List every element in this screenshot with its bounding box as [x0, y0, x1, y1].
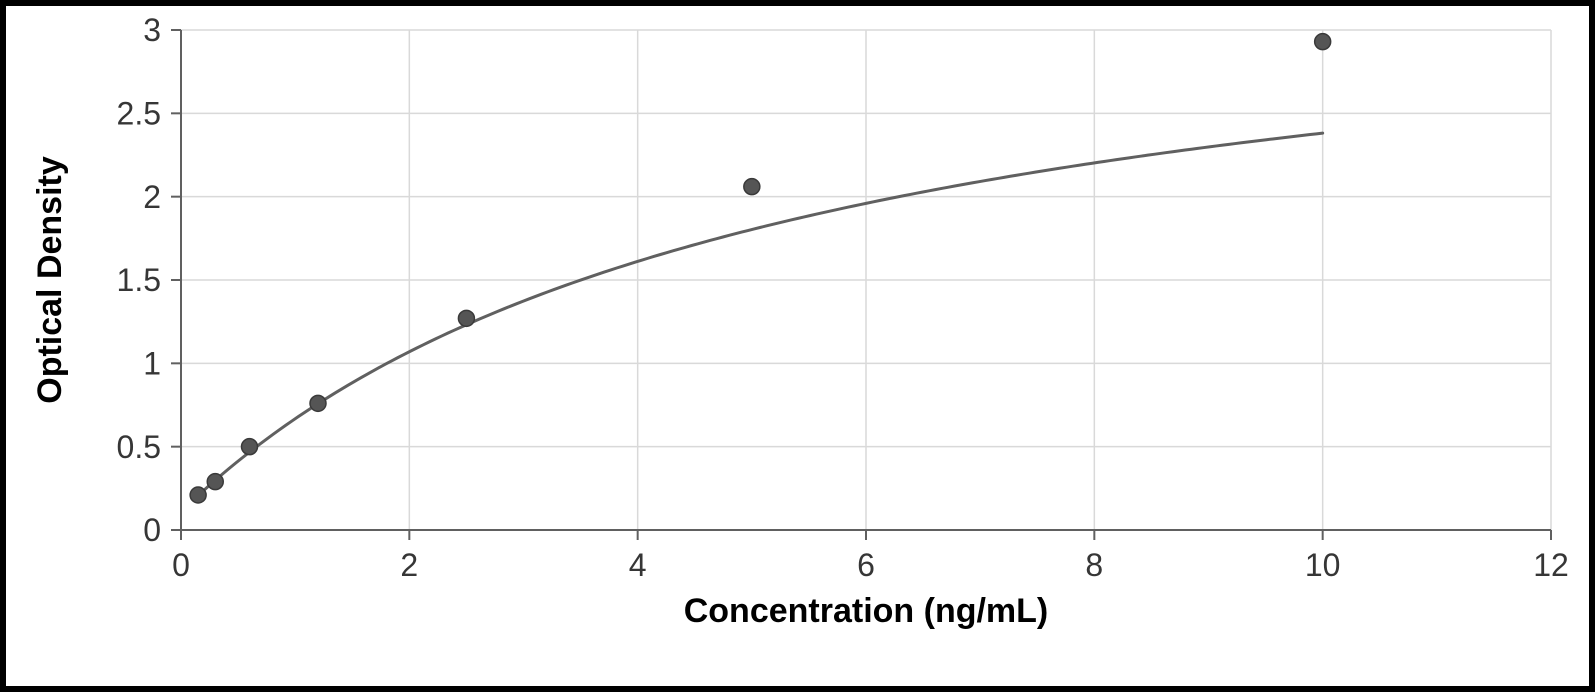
data-point [207, 474, 223, 490]
y-tick-label: 1.5 [117, 262, 161, 298]
scatter-curve-chart: 0 2 4 6 8 10 12 0 0.5 1 1.5 2 2.5 3 Concentration (ng/… [6, 6, 1589, 686]
x-tick-label: 0 [172, 547, 190, 583]
x-tick-label: 2 [400, 547, 418, 583]
x-tick-label: 6 [857, 547, 875, 583]
y-tick-label: 1 [143, 346, 161, 382]
x-axis-label: Concentration (ng/mL) [684, 592, 1049, 630]
y-tick-label: 2.5 [117, 96, 161, 132]
y-tick-label: 0 [143, 512, 161, 548]
x-tick-label: 4 [629, 547, 647, 583]
data-point [190, 487, 206, 503]
x-tick-label: 10 [1305, 547, 1341, 583]
data-point [458, 310, 474, 326]
data-point [242, 439, 258, 455]
y-tick-label: 3 [143, 12, 161, 48]
data-point [310, 395, 326, 411]
x-tick-label: 12 [1533, 547, 1569, 583]
y-tick-label: 0.5 [117, 429, 161, 465]
chart-container: 0 2 4 6 8 10 12 0 0.5 1 1.5 2 2.5 3 Concentration (ng/… [0, 0, 1595, 692]
x-tick-label: 8 [1085, 547, 1103, 583]
y-tick-label: 2 [143, 179, 161, 215]
data-point [744, 179, 760, 195]
data-point [1315, 34, 1331, 50]
y-axis-label: Optical Density [31, 156, 69, 404]
plot-bg [6, 6, 1589, 686]
